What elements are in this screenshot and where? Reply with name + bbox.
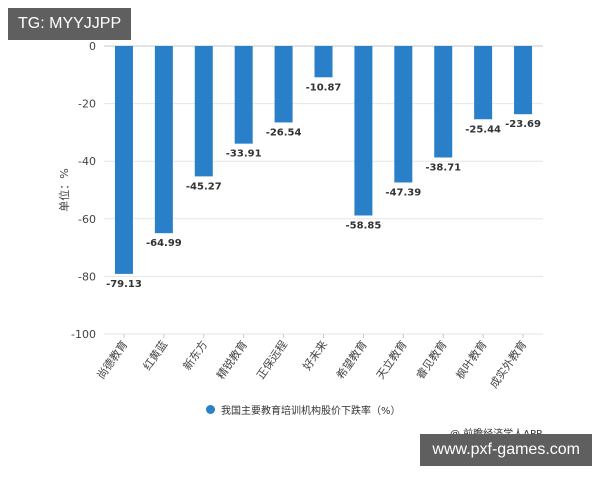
y-tick-label: 0 (89, 40, 96, 53)
y-tick-label: -20 (78, 98, 96, 111)
data-label: -38.71 (425, 162, 461, 173)
x-tick-label: 新东方 (180, 338, 210, 373)
data-label: -79.13 (106, 279, 142, 290)
watermark-tag-top: TG: MYYJJPP (8, 8, 132, 40)
legend-label: 我国主要教育培训机构股价下跌率（%） (221, 406, 401, 417)
legend: 我国主要教育培训机构股价下跌率（%） (206, 402, 401, 417)
bar (354, 46, 373, 216)
bar (514, 46, 533, 115)
watermark-tag-bottom: www.pxf-games.com (420, 434, 592, 466)
x-tick-label: 希望教育 (333, 338, 370, 382)
x-tick-label: 睿见教育 (413, 338, 450, 382)
x-tick-label: 天立教育 (373, 338, 410, 382)
data-label: -26.54 (266, 127, 302, 138)
bar (394, 46, 413, 183)
data-label: -64.99 (146, 238, 182, 249)
x-tick-label: 枫叶教育 (453, 338, 490, 382)
x-tick-label: 精锐教育 (213, 338, 250, 382)
bar (234, 46, 253, 144)
y-tick-label: -40 (78, 155, 96, 168)
x-tick-label: 正保远程 (253, 338, 290, 382)
data-label: -58.85 (346, 220, 382, 231)
y-axis-label: 单位：% (57, 168, 71, 211)
x-tick-label: 尚德教育 (94, 338, 131, 382)
bar (474, 46, 493, 120)
bar (114, 46, 133, 274)
bar (154, 46, 173, 234)
x-tick-label: 红黄蓝 (140, 338, 170, 373)
data-label: -10.87 (306, 82, 342, 93)
x-tick-label: 好未来 (300, 338, 330, 373)
bar (434, 46, 453, 158)
data-label: -45.27 (186, 181, 222, 192)
data-label: -33.91 (226, 149, 262, 160)
bar (194, 46, 213, 177)
data-label: -47.39 (385, 187, 421, 198)
y-tick-label: -60 (78, 213, 96, 226)
bar (314, 46, 333, 78)
y-tick-label: -100 (71, 328, 96, 341)
legend-marker (206, 405, 215, 414)
bar (274, 46, 293, 123)
data-label: -23.69 (505, 119, 541, 130)
data-label: -25.44 (465, 124, 501, 135)
y-tick-label: -80 (78, 270, 96, 283)
x-tick-label: 成实外教育 (486, 338, 529, 391)
